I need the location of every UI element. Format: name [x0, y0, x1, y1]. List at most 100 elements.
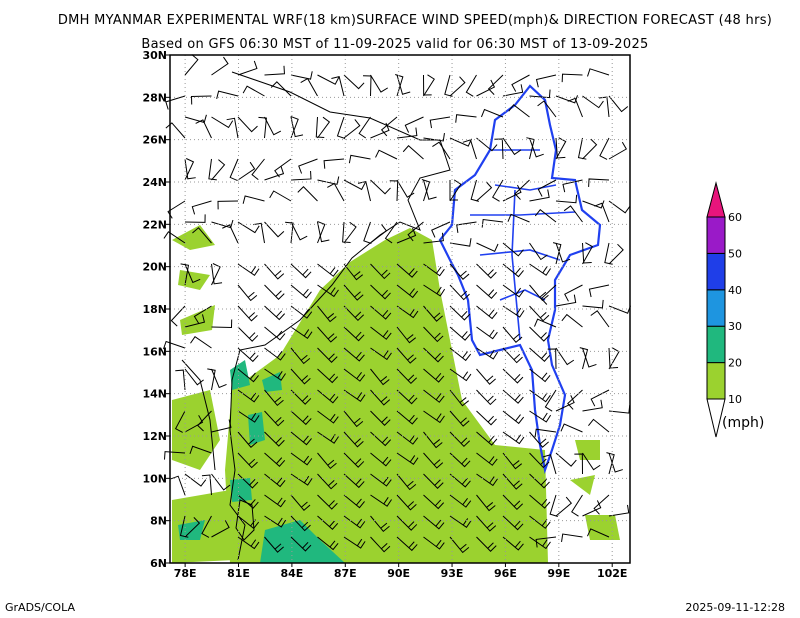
wind-barb — [561, 73, 583, 83]
colorbar-label: 20 — [728, 357, 742, 370]
wind-barb — [423, 410, 445, 424]
wind-barb — [502, 137, 522, 156]
wind-barb — [216, 90, 239, 100]
x-tick-label: 84E — [280, 567, 303, 580]
wind-barb — [449, 368, 472, 382]
wind-barb — [222, 224, 239, 244]
wind-barb — [476, 431, 498, 446]
wind-barb — [184, 158, 195, 181]
wind-barb — [492, 179, 504, 202]
wind-barb — [264, 536, 284, 553]
wind-barb — [567, 389, 583, 410]
y-tick-label: 30N — [142, 49, 167, 62]
wind-barb — [593, 494, 610, 515]
wind-barb — [396, 127, 418, 139]
wind-barb — [449, 515, 472, 528]
wind-barb — [476, 263, 497, 279]
wind-barb — [370, 536, 391, 553]
wind-barb — [290, 326, 313, 339]
wind-barb — [476, 410, 497, 426]
wind-barb — [357, 180, 371, 202]
colorbar-unit: (mph) — [722, 415, 764, 431]
wind-barb — [370, 347, 392, 361]
wind-barb — [317, 410, 339, 424]
wind-barb — [555, 242, 571, 263]
wind-barb — [423, 389, 445, 403]
wind-barb — [363, 75, 372, 97]
wind-barb — [529, 410, 552, 423]
wind-barb — [285, 221, 294, 244]
wind-barb — [396, 347, 417, 364]
colorbar-label: 30 — [728, 320, 742, 333]
wind-barb — [290, 410, 312, 426]
wind-barb — [502, 452, 523, 470]
wind-barb — [449, 389, 470, 407]
wind-barb — [348, 154, 371, 164]
wind-barb — [184, 517, 201, 538]
wind-barb — [264, 431, 285, 447]
wind-barb — [396, 74, 411, 95]
wind-barb — [529, 452, 550, 469]
wind-barb — [608, 200, 631, 214]
wind-barb — [582, 242, 594, 265]
wind-barb — [343, 515, 366, 529]
wind-barb — [165, 95, 186, 110]
subtitle: Based on GFS 06:30 MST of 11-09-2025 val… — [141, 37, 648, 52]
wind-barb — [588, 284, 610, 298]
wind-barb — [599, 137, 610, 160]
wind-barb — [396, 368, 418, 385]
wind-barb — [555, 294, 577, 307]
wind-barb — [423, 179, 437, 200]
wind-barb — [432, 141, 451, 160]
wind-barb — [290, 263, 312, 279]
wind-barb — [290, 170, 312, 181]
wind-barb — [608, 141, 628, 160]
wind-barb — [370, 452, 392, 467]
wind-barb — [237, 410, 260, 423]
colorbar-label: 10 — [728, 393, 742, 406]
wind-barb — [555, 137, 567, 160]
wind-barb — [343, 263, 364, 281]
wind-barb — [449, 238, 472, 247]
wind-barb — [579, 347, 589, 370]
wind-barb — [370, 473, 392, 487]
wind-barb — [358, 116, 371, 139]
wind-barb — [476, 326, 498, 340]
wind-barb — [534, 208, 557, 223]
wind-barb — [237, 347, 259, 363]
wind-barb — [396, 452, 419, 465]
wind-barb — [582, 200, 605, 209]
wind-barb — [264, 305, 286, 321]
wind-barb — [476, 305, 498, 320]
wind-barb — [163, 231, 186, 244]
wind-barb — [264, 389, 284, 407]
wind-barb — [264, 515, 287, 528]
wind-barb — [290, 473, 313, 486]
wind-barb — [480, 108, 504, 118]
wind-barb — [502, 368, 524, 384]
y-tick-label: 20N — [142, 261, 167, 274]
wind-barb — [476, 536, 497, 552]
wind-barb — [317, 263, 339, 277]
wind-barb — [502, 184, 522, 202]
wind-barb — [343, 473, 365, 489]
wind-barb — [264, 368, 286, 381]
wind-barb — [370, 431, 392, 447]
wind-barb — [552, 242, 562, 265]
wind-barb — [423, 368, 445, 383]
wind-barb — [606, 452, 615, 475]
y-tick-label: 28N — [142, 91, 167, 104]
colorbar: 10 20 30 40 50 60 (mph) — [706, 181, 764, 438]
wind-barb — [502, 431, 525, 445]
wind-barb — [237, 116, 258, 133]
wind-barb — [290, 452, 313, 466]
region-boundaries — [470, 149, 576, 341]
wind-barb — [449, 473, 471, 488]
wind-barb — [423, 232, 444, 244]
wind-barb — [476, 515, 497, 532]
wind-barb — [343, 284, 364, 301]
wind-barb — [494, 138, 504, 160]
x-tick-label: 90E — [387, 567, 410, 580]
wind-barb — [423, 494, 445, 510]
wind-barb — [396, 284, 419, 299]
